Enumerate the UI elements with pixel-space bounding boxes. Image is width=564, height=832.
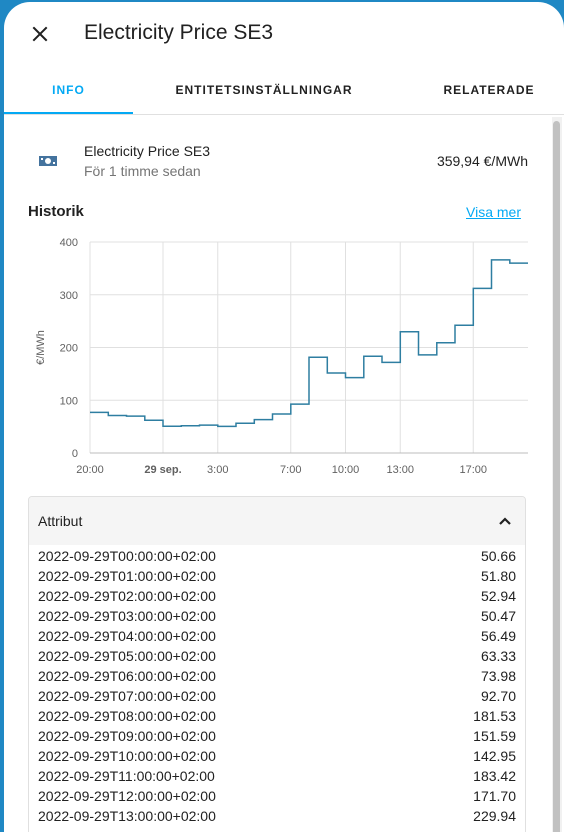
attribute-key: 2022-09-29T09:00:00+02:00 [38,728,216,744]
attribute-key: 2022-09-29T11:00:00+02:00 [38,768,215,784]
entity-row: Electricity Price SE3 För 1 timme sedan … [28,141,528,185]
y-tick-label: 0 [72,448,78,460]
show-more-link[interactable]: Visa mer [466,204,521,220]
attribute-value: 51.80 [480,568,516,584]
x-tick-label: 7:00 [280,464,301,476]
attribute-value: 151.59 [473,728,516,744]
attribute-key: 2022-09-29T07:00:00+02:00 [38,688,216,704]
tab-info[interactable]: INFO [52,83,85,97]
attribute-key: 2022-09-29T08:00:00+02:00 [38,708,216,724]
attribute-key: 2022-09-29T13:00:00+02:00 [38,808,216,824]
attribute-value: 171.70 [473,788,516,804]
attribute-key: 2022-09-29T01:00:00+02:00 [38,568,216,584]
y-tick-label: 100 [60,395,78,407]
y-axis-label: €/MWh [35,330,47,365]
attributes-title: Attribut [38,513,83,529]
attribute-row: 2022-09-29T04:00:00+02:00 56.49 [29,628,525,648]
entity-state: 359,94 €/MWh [436,153,528,169]
history-title: Historik [28,203,84,220]
attribute-value: 142.95 [473,748,516,764]
attribute-value: 50.47 [480,608,516,624]
attributes-card: Attribut 2022-09-29T00:00:00+02:00 50.66 2… [28,496,526,832]
scrollbar-thumb[interactable] [553,121,560,832]
attribute-row: 2022-09-29T07:00:00+02:00 92.70 [29,688,525,708]
y-tick-label: 200 [60,343,78,355]
attribute-value: 63.33 [480,648,516,664]
y-tick-label: 300 [60,290,78,302]
dialog-header: Electricity Price SE3 [4,2,564,66]
attribute-key: 2022-09-29T10:00:00+02:00 [38,748,216,764]
attribute-value: 73.98 [480,668,516,684]
attribute-value: 56.49 [480,628,516,644]
series-line [90,259,528,428]
x-tick-label: 13:00 [386,464,414,476]
attribute-value: 92.70 [480,688,516,704]
dialog-title: Electricity Price SE3 [84,21,274,44]
chevron-up-icon [499,517,511,525]
attribute-value: 229.94 [473,808,516,824]
attribute-value: 50.66 [480,548,516,564]
attribute-key: 2022-09-29T05:00:00+02:00 [38,648,216,664]
attribute-row: 2022-09-29T08:00:00+02:00 181.53 [29,708,525,728]
attribute-value: 181.53 [473,708,516,724]
attribute-value: 52.94 [480,588,516,604]
attributes-list: 2022-09-29T00:00:00+02:00 50.66 2022-09-29… [29,548,525,828]
dialog-content: Electricity Price SE3 För 1 timme sedan … [4,115,564,832]
cash-icon [39,156,57,166]
attribute-key: 2022-09-29T04:00:00+02:00 [38,628,216,644]
attribute-row: 2022-09-29T00:00:00+02:00 50.66 [29,548,525,568]
x-tick-label: 29 sep. [144,464,181,476]
x-tick-label: 10:00 [332,464,360,476]
x-tick-label: 3:00 [207,464,228,476]
entity-last-changed: För 1 timme sedan [84,163,201,179]
attribute-row: 2022-09-29T03:00:00+02:00 50.47 [29,608,525,628]
close-button[interactable] [22,16,58,52]
attributes-header[interactable]: Attribut [29,497,525,545]
attribute-row: 2022-09-29T12:00:00+02:00 171.70 [29,788,525,808]
x-tick-label: 20:00 [76,464,104,476]
attribute-row: 2022-09-29T02:00:00+02:00 52.94 [29,588,525,608]
attribute-key: 2022-09-29T00:00:00+02:00 [38,548,216,564]
attribute-row: 2022-09-29T13:00:00+02:00 229.94 [29,808,525,828]
attribute-key: 2022-09-29T12:00:00+02:00 [38,788,216,804]
tab-related[interactable]: RELATERADE [443,83,535,97]
attribute-key: 2022-09-29T03:00:00+02:00 [38,608,216,624]
active-tab-indicator [4,112,133,114]
more-info-dialog: Electricity Price SE3 INFO ENTITETSINSTÄ… [4,2,564,832]
history-chart: 0 100 200 300 400 20:00 29 sep. 3:00 7:00 10:00 13… [35,237,528,476]
attribute-row: 2022-09-29T06:00:00+02:00 73.98 [29,668,525,688]
attribute-value: 183.42 [473,768,516,784]
x-tick-label: 17:00 [459,464,487,476]
close-icon [32,26,48,42]
attribute-row: 2022-09-29T10:00:00+02:00 142.95 [29,748,525,768]
entity-name: Electricity Price SE3 [84,143,211,159]
attribute-row: 2022-09-29T01:00:00+02:00 51.80 [29,568,525,588]
tab-bar: INFO ENTITETSINSTÄLLNINGAR RELATERADE [4,66,564,115]
attribute-row: 2022-09-29T11:00:00+02:00 183.42 [29,768,525,788]
attribute-row: 2022-09-29T09:00:00+02:00 151.59 [29,728,525,748]
attribute-row: 2022-09-29T05:00:00+02:00 63.33 [29,648,525,668]
attribute-key: 2022-09-29T06:00:00+02:00 [38,668,216,684]
y-tick-label: 400 [60,237,78,249]
attribute-key: 2022-09-29T02:00:00+02:00 [38,588,216,604]
tab-entity-settings[interactable]: ENTITETSINSTÄLLNINGAR [175,83,353,97]
